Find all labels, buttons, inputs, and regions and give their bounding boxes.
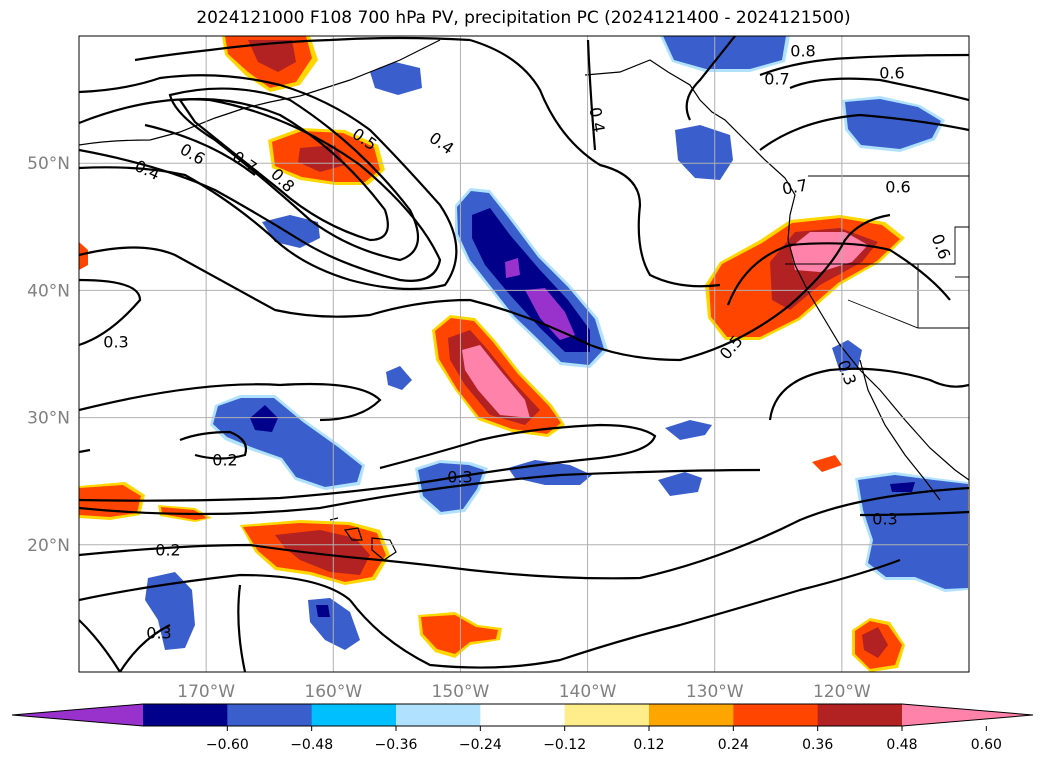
longitude-tick-label: 170°W [177,682,235,702]
longitude-tick-label: 120°W [813,682,871,702]
colorbar-segment [311,704,397,726]
colorbar-tick-label: 0.60 [971,737,1002,753]
negative-region-30n [210,395,365,490]
latitude-tick-label: 30°N [27,409,70,429]
graticule [79,36,969,672]
latitude-tick-label: 50°N [27,154,70,174]
contour-label: 0.7 [764,70,789,89]
contour-label: 0.3 [103,333,128,352]
longitude-tick-label: 150°W [432,682,490,702]
longitude-tick-label: 130°W [686,682,744,702]
colorbar-tick-label: −0.24 [459,737,502,753]
colorbar: −0.60 −0.48 −0.36 −0.24 −0.12 0.12 0.24 0.36 0.4… [11,703,1034,753]
colorbar-extend-max [902,704,1033,726]
positive-region-southeast [812,455,905,672]
positive-region-subtropical [432,315,565,437]
positive-region-california [705,215,905,340]
contour-label: 0.6 [879,64,904,83]
precipitation-shading [79,36,968,672]
latitude-labels: 20°N 30°N 40°N 50°N [27,154,70,556]
contour-label: 0.3 [447,468,472,487]
contour-label: 0.3 [872,510,897,529]
colorbar-segment [227,704,313,726]
colorbar-tick-label: 0.24 [718,737,749,753]
colorbar-segment [396,704,481,726]
longitude-labels: 170°W 160°W 150°W 140°W 130°W 120°W [177,682,871,702]
longitude-tick-label: 140°W [559,682,617,702]
latitude-tick-label: 20°N [27,536,70,556]
colorbar-segment [649,704,734,726]
contour-label: 0.4 [585,106,608,134]
contour-label: 0.2 [155,541,180,560]
colorbar-tick-label: 0.36 [802,737,833,753]
colorbar-tick-label: −0.36 [375,737,418,753]
colorbar-outline [11,703,1034,727]
colorbar-tick-label: −0.48 [290,737,333,753]
map-background [79,36,969,672]
colorbar-segment [733,704,819,726]
map-title: 2024121000 F108 700 hPa PV, precipitatio… [196,8,851,28]
map-frame [78,35,970,673]
colorbar-extend-min [12,704,143,726]
colorbar-tick-label: 0.12 [633,737,664,753]
colorbar-segment [817,704,903,726]
colorbar-segment [564,704,650,726]
negative-region-small [145,36,968,650]
coastlines [79,39,969,561]
colorbar-segment [143,704,228,726]
political-borders [785,175,969,329]
negative-region-main [455,188,608,368]
latitude-tick-label: 40°N [27,281,70,301]
contour-label: 0.6 [885,178,910,197]
colorbar-tick-label: 0.48 [886,737,917,753]
contour-label: 0.7 [781,175,809,198]
contour-label: 0.8 [790,42,815,61]
colorbar-tick-label: −0.12 [543,737,586,753]
colorbar-segment [480,704,566,726]
positive-region-alaska-top [222,36,318,92]
contour-label: 0.3 [146,624,171,643]
colorbar-tick-label: −0.60 [206,737,249,753]
pv-contours [79,36,969,672]
longitude-tick-label: 160°W [304,682,362,702]
contour-label: 0.2 [212,451,237,470]
